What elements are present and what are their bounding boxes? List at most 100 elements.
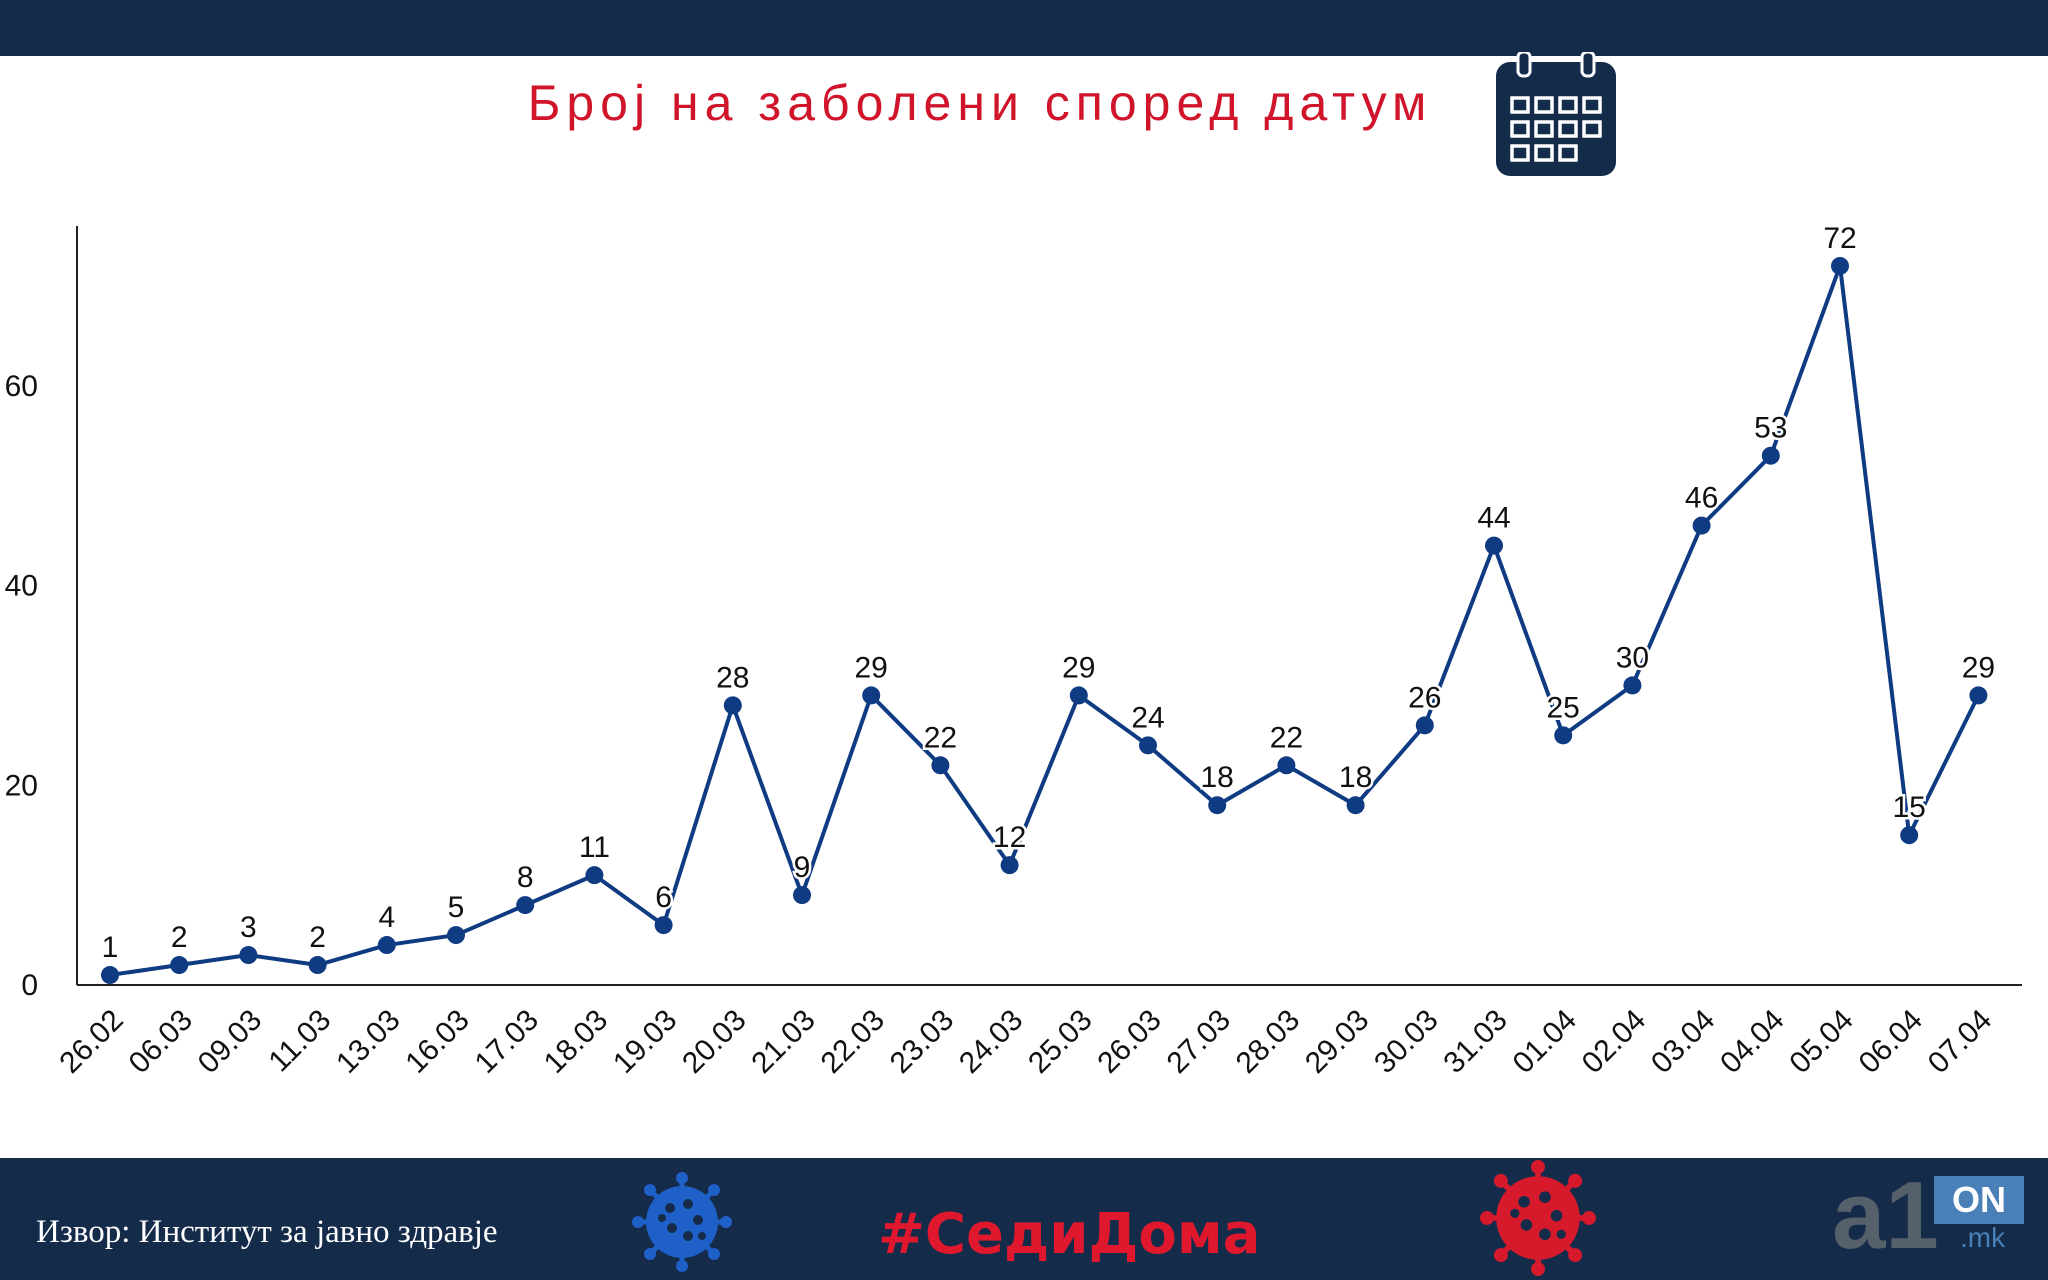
data-label: 24 — [1131, 701, 1164, 734]
x-tick-label: 24.03 — [953, 1003, 1029, 1079]
data-point — [516, 896, 535, 915]
x-tick-label: 30.03 — [1368, 1003, 1444, 1079]
x-tick-label: 19.03 — [607, 1003, 683, 1079]
data-label: 29 — [1962, 651, 1995, 684]
data-point — [377, 936, 396, 955]
data-point — [1277, 756, 1296, 775]
data-point — [1208, 796, 1227, 815]
x-tick-label: 06.03 — [123, 1003, 199, 1079]
data-label: 4 — [378, 901, 395, 934]
data-label: 30 — [1616, 641, 1649, 674]
data-point — [1415, 716, 1434, 735]
top-bar — [0, 0, 2048, 56]
x-axis: 26.0206.0309.0311.0313.0316.0317.0318.03… — [53, 984, 2022, 1080]
logo-domain: .mk — [1960, 1222, 2006, 1253]
footer-bar — [0, 1158, 2048, 1280]
line-chart: 0 20 40 60 26.0206.0309.0311.0313.0316.0317… — [5, 219, 2022, 1080]
x-tick-label: 22.03 — [815, 1003, 891, 1079]
data-point — [585, 866, 604, 885]
data-point — [1139, 736, 1157, 755]
source-text: Извор: Институт за јавно здравје — [36, 1214, 498, 1250]
x-tick-label: 17.03 — [469, 1003, 545, 1079]
x-tick-label: 02.04 — [1576, 1003, 1652, 1079]
data-point — [308, 956, 327, 975]
data-label: 29 — [855, 651, 888, 684]
data-point — [862, 686, 881, 705]
data-point — [170, 956, 189, 975]
logo-on-badge: ON — [1934, 1176, 2024, 1224]
data-label: 22 — [1270, 721, 1303, 754]
x-tick-label: 25.03 — [1022, 1003, 1098, 1079]
y-tick-label: 40 — [5, 570, 38, 603]
x-tick-label: 31.03 — [1437, 1003, 1513, 1079]
x-tick-label: 09.03 — [192, 1003, 268, 1079]
data-point — [1069, 686, 1088, 705]
data-point — [1000, 856, 1019, 875]
data-label: 72 — [1823, 222, 1856, 255]
data-label: 11 — [579, 831, 610, 864]
series-polyline — [109, 263, 1981, 977]
data-point — [1831, 256, 1849, 275]
x-tick-label: 01.04 — [1507, 1003, 1583, 1079]
data-point — [723, 696, 742, 715]
x-tick-label: 05.04 — [1783, 1003, 1859, 1079]
data-label: 5 — [448, 891, 465, 924]
data-label: 18 — [1339, 761, 1372, 794]
x-tick-label: 16.03 — [399, 1003, 475, 1079]
data-label: 46 — [1685, 482, 1718, 515]
data-point — [101, 966, 119, 985]
x-tick-label: 26.03 — [1091, 1003, 1167, 1079]
data-label: 44 — [1477, 502, 1510, 535]
y-tick-label: 60 — [5, 370, 38, 403]
data-point — [1761, 446, 1780, 465]
x-tick-label: 03.04 — [1645, 1003, 1721, 1079]
data-point — [1900, 826, 1919, 845]
data-point — [654, 916, 673, 935]
x-tick-label: 26.02 — [53, 1003, 129, 1079]
data-point — [1346, 796, 1365, 815]
x-tick-label: 07.04 — [1922, 1003, 1998, 1079]
data-point — [1692, 516, 1711, 535]
data-labels: 1 2 3 24 58116289292212292418221826442530465… — [99, 219, 1997, 966]
data-point — [793, 886, 811, 905]
data-points — [101, 256, 1988, 985]
x-tick-label: 21.03 — [745, 1003, 821, 1079]
data-point — [931, 756, 950, 775]
x-tick-label: 27.03 — [1161, 1003, 1237, 1079]
data-label: 9 — [794, 851, 811, 884]
data-label: 18 — [1201, 761, 1234, 794]
x-tick-label: 28.03 — [1230, 1003, 1306, 1079]
data-point — [1554, 726, 1573, 745]
chart-title: Број на заболени според датум — [527, 75, 1433, 131]
y-axis: 0 20 40 60 — [5, 226, 78, 1002]
y-tick-label: 0 — [21, 969, 38, 1002]
x-tick-label: 29.03 — [1299, 1003, 1375, 1079]
series-line — [109, 263, 1981, 977]
x-tick-label: 04.04 — [1714, 1003, 1790, 1079]
hashtag-text: #СедиДома — [878, 1202, 1261, 1267]
logo-a1: a1 — [1832, 1162, 1939, 1269]
x-tick-label: 06.04 — [1853, 1003, 1929, 1079]
data-label: 53 — [1754, 412, 1787, 445]
data-label: 2 — [309, 921, 326, 954]
data-label: 26 — [1408, 681, 1441, 714]
y-tick-label: 20 — [5, 769, 38, 802]
data-point — [1969, 686, 1988, 705]
x-tick-label: 23.03 — [884, 1003, 960, 1079]
data-point — [1623, 676, 1642, 695]
data-label: 28 — [716, 661, 749, 694]
calendar-icon — [1496, 52, 1616, 176]
data-label: 15 — [1893, 791, 1926, 824]
data-label: 29 — [1062, 651, 1095, 684]
x-tick-label: 20.03 — [676, 1003, 752, 1079]
x-tick-label: 18.03 — [538, 1003, 614, 1079]
data-label: 1 — [102, 931, 119, 964]
data-point — [239, 946, 258, 965]
x-tick-label: 13.03 — [330, 1003, 406, 1079]
virus-red-icon — [1480, 1160, 1596, 1276]
data-point — [447, 926, 465, 945]
data-label: 3 — [240, 911, 257, 944]
data-point — [1485, 536, 1503, 555]
virus-blue-icon — [632, 1172, 732, 1272]
data-label: 22 — [924, 721, 957, 754]
